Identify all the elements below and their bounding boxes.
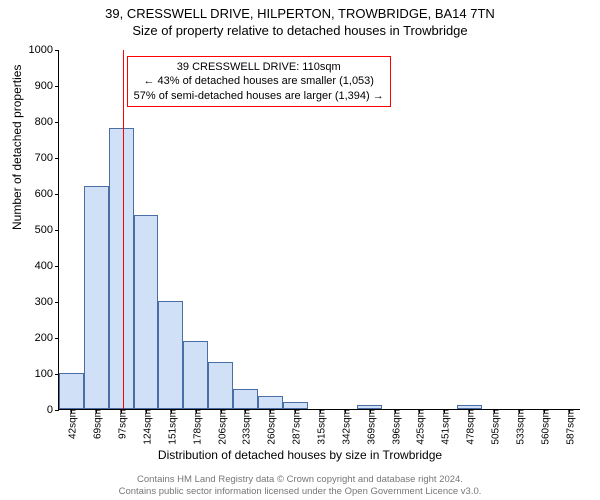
x-tick-label: 233sqm <box>238 409 253 445</box>
x-tick-label: 151sqm <box>163 409 178 445</box>
x-tick-label: 451sqm <box>437 409 452 445</box>
histogram-bar <box>158 301 183 409</box>
footer-line-1: Contains HM Land Registry data © Crown c… <box>0 474 600 486</box>
y-tick-mark <box>55 86 59 87</box>
chart-container: 39, CRESSWELL DRIVE, HILPERTON, TROWBRID… <box>0 0 600 500</box>
y-tick-mark <box>55 194 59 195</box>
histogram-bar <box>258 396 283 409</box>
histogram-bar <box>233 389 258 409</box>
y-tick-mark <box>55 266 59 267</box>
chart-plot-area: 0100200300400500600700800900100042sqm69s… <box>58 50 580 410</box>
x-tick-label: 533sqm <box>511 409 526 445</box>
x-tick-label: 587sqm <box>561 409 576 445</box>
y-tick-mark <box>55 338 59 339</box>
x-tick-label: 124sqm <box>139 409 154 445</box>
y-tick-mark <box>55 50 59 51</box>
x-tick-label: 369sqm <box>362 409 377 445</box>
x-tick-label: 260sqm <box>263 409 278 445</box>
histogram-bar <box>59 373 84 409</box>
property-marker-line <box>123 50 124 409</box>
histogram-bar <box>283 402 308 409</box>
footer-line-2: Contains public sector information licen… <box>0 486 600 498</box>
y-tick-mark <box>55 122 59 123</box>
footer-attribution: Contains HM Land Registry data © Crown c… <box>0 474 600 498</box>
annotation-line: ← 43% of detached houses are smaller (1,… <box>134 74 384 88</box>
title-address: 39, CRESSWELL DRIVE, HILPERTON, TROWBRID… <box>0 6 600 23</box>
x-tick-label: 396sqm <box>387 409 402 445</box>
x-tick-label: 97sqm <box>114 409 129 439</box>
histogram-bar <box>84 186 109 409</box>
histogram-bar <box>208 362 233 409</box>
y-tick-mark <box>55 302 59 303</box>
y-tick-mark <box>55 230 59 231</box>
x-tick-label: 178sqm <box>188 409 203 445</box>
title-subtitle: Size of property relative to detached ho… <box>0 23 600 40</box>
y-tick-mark <box>55 410 59 411</box>
plot-region: 0100200300400500600700800900100042sqm69s… <box>58 50 580 410</box>
histogram-bar <box>183 341 208 409</box>
x-tick-label: 287sqm <box>288 409 303 445</box>
x-tick-label: 560sqm <box>536 409 551 445</box>
annotation-line: 57% of semi-detached houses are larger (… <box>134 89 384 103</box>
annotation-box: 39 CRESSWELL DRIVE: 110sqm← 43% of detac… <box>127 56 391 107</box>
x-axis-label: Distribution of detached houses by size … <box>0 448 600 462</box>
x-tick-label: 505sqm <box>487 409 502 445</box>
x-tick-label: 425sqm <box>412 409 427 445</box>
chart-title: 39, CRESSWELL DRIVE, HILPERTON, TROWBRID… <box>0 0 600 40</box>
x-tick-label: 478sqm <box>462 409 477 445</box>
histogram-bar <box>109 128 134 409</box>
x-tick-label: 315sqm <box>313 409 328 445</box>
x-tick-label: 69sqm <box>89 409 104 439</box>
annotation-line: 39 CRESSWELL DRIVE: 110sqm <box>134 60 384 74</box>
histogram-bar <box>134 215 159 409</box>
x-tick-label: 342sqm <box>337 409 352 445</box>
y-tick-mark <box>55 158 59 159</box>
y-axis-label: Number of detached properties <box>10 65 24 230</box>
x-tick-label: 42sqm <box>64 409 79 439</box>
x-tick-label: 206sqm <box>213 409 228 445</box>
